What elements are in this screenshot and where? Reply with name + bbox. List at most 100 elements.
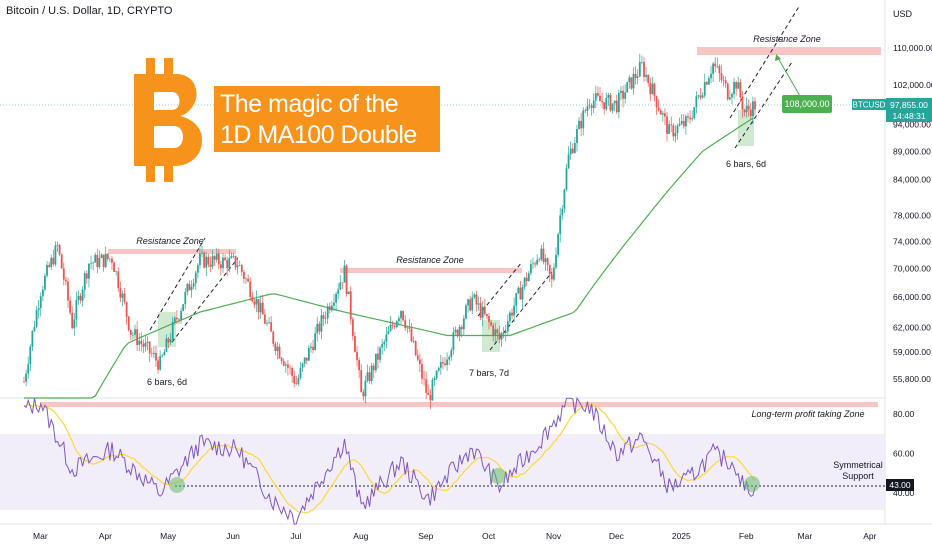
candle-body xyxy=(240,265,243,272)
candle-body xyxy=(599,95,601,102)
candle-body xyxy=(492,325,495,336)
candle-body xyxy=(398,318,400,322)
candle-body xyxy=(532,263,534,265)
candle-body xyxy=(377,353,379,360)
time-tick-label: Apr xyxy=(863,531,876,541)
price-tick-label: 102,000.00 xyxy=(893,80,932,90)
price-tick-label: 78,000.00 xyxy=(893,211,931,221)
candle-body xyxy=(471,297,474,311)
candle-body xyxy=(163,351,166,356)
bars-label-3: 6 bars, 6d xyxy=(726,159,766,169)
candle-body xyxy=(270,322,273,332)
candle-body xyxy=(569,148,572,155)
candle-body xyxy=(305,357,308,361)
candle-body xyxy=(588,105,591,107)
candle-body xyxy=(60,254,63,269)
candle-body xyxy=(71,312,74,329)
candle-body xyxy=(571,148,574,153)
candle-body xyxy=(46,264,48,276)
candle-body xyxy=(356,352,358,361)
resistance-zone-1 xyxy=(108,249,236,254)
rsi-tick-label: 60.00 xyxy=(893,449,915,459)
rsi-axis: 80.00 60.00 40.00 xyxy=(893,409,915,498)
candle-body xyxy=(330,305,333,311)
candle-body xyxy=(54,245,57,265)
rsi-test-circle-3 xyxy=(744,476,760,492)
candle-body xyxy=(320,315,323,332)
candle-body xyxy=(754,101,756,110)
candle-body xyxy=(79,295,82,301)
candle-body xyxy=(387,330,390,335)
candle-body xyxy=(23,381,25,383)
candle-body xyxy=(104,253,107,268)
candle-body xyxy=(196,265,199,273)
candle-body xyxy=(708,78,710,85)
candle-body xyxy=(228,257,231,269)
candle-body xyxy=(580,120,583,129)
candle-body xyxy=(56,244,59,246)
candle-body xyxy=(454,329,457,333)
candle-body xyxy=(620,90,622,93)
candle-body xyxy=(475,294,478,305)
candle-body xyxy=(64,279,67,282)
candle-body xyxy=(695,96,698,108)
candle-body xyxy=(389,324,392,331)
candle-body xyxy=(287,364,289,368)
time-tick-label: Sep xyxy=(418,531,433,541)
candle-body xyxy=(278,346,281,359)
candle-body xyxy=(173,317,176,323)
candle-body xyxy=(90,263,92,264)
candle-body xyxy=(714,63,717,67)
candle-body xyxy=(272,331,275,344)
candle-body xyxy=(138,340,141,345)
headline-line-2: 1D MA100 Double Test xyxy=(220,121,417,180)
candle-body xyxy=(337,289,340,294)
target-label: 108,000.00 xyxy=(784,99,829,109)
candle-body xyxy=(622,90,624,99)
candle-body xyxy=(557,234,560,255)
candle-body xyxy=(408,327,411,329)
candle-body xyxy=(691,118,694,120)
time-tick-label: Dec xyxy=(609,531,625,541)
candle-body xyxy=(69,300,71,313)
time-tick-label: Aug xyxy=(353,531,368,541)
candle-body xyxy=(640,61,643,63)
candle-body xyxy=(132,334,134,336)
candle-body xyxy=(312,346,314,350)
candle-body xyxy=(385,334,388,342)
time-tick-label: Jun xyxy=(226,531,240,541)
candle-body xyxy=(379,347,381,360)
candle-body xyxy=(672,125,675,137)
candle-body xyxy=(515,293,518,306)
candle-body xyxy=(393,325,396,328)
candle-body xyxy=(146,341,149,343)
candle-body xyxy=(752,101,754,117)
candle-body xyxy=(703,82,706,96)
candle-body xyxy=(427,392,430,396)
candle-body xyxy=(192,283,195,287)
candle-body xyxy=(689,117,691,120)
candle-body xyxy=(437,367,440,371)
candle-body xyxy=(697,95,700,97)
candle-body xyxy=(354,336,356,353)
candle-body xyxy=(630,77,633,89)
candle-body xyxy=(496,329,499,334)
candle-body xyxy=(123,293,126,303)
candle-body xyxy=(469,299,472,311)
time-tick-label: Oct xyxy=(482,531,496,541)
candle-body xyxy=(383,341,386,345)
candle-body xyxy=(498,333,501,340)
rsi-profit-zone xyxy=(40,402,878,407)
candle-body xyxy=(645,74,647,77)
candle-body xyxy=(238,265,241,266)
price-tick-label: 89,000.00 xyxy=(893,146,931,156)
candle-body xyxy=(211,256,214,267)
candle-body xyxy=(592,100,595,109)
candle-body xyxy=(205,256,208,268)
candle-body xyxy=(142,343,145,347)
candle-body xyxy=(534,263,536,265)
candle-body xyxy=(167,338,170,343)
candle-body xyxy=(693,107,696,119)
candle-body xyxy=(92,262,95,264)
candle-body xyxy=(542,248,545,262)
